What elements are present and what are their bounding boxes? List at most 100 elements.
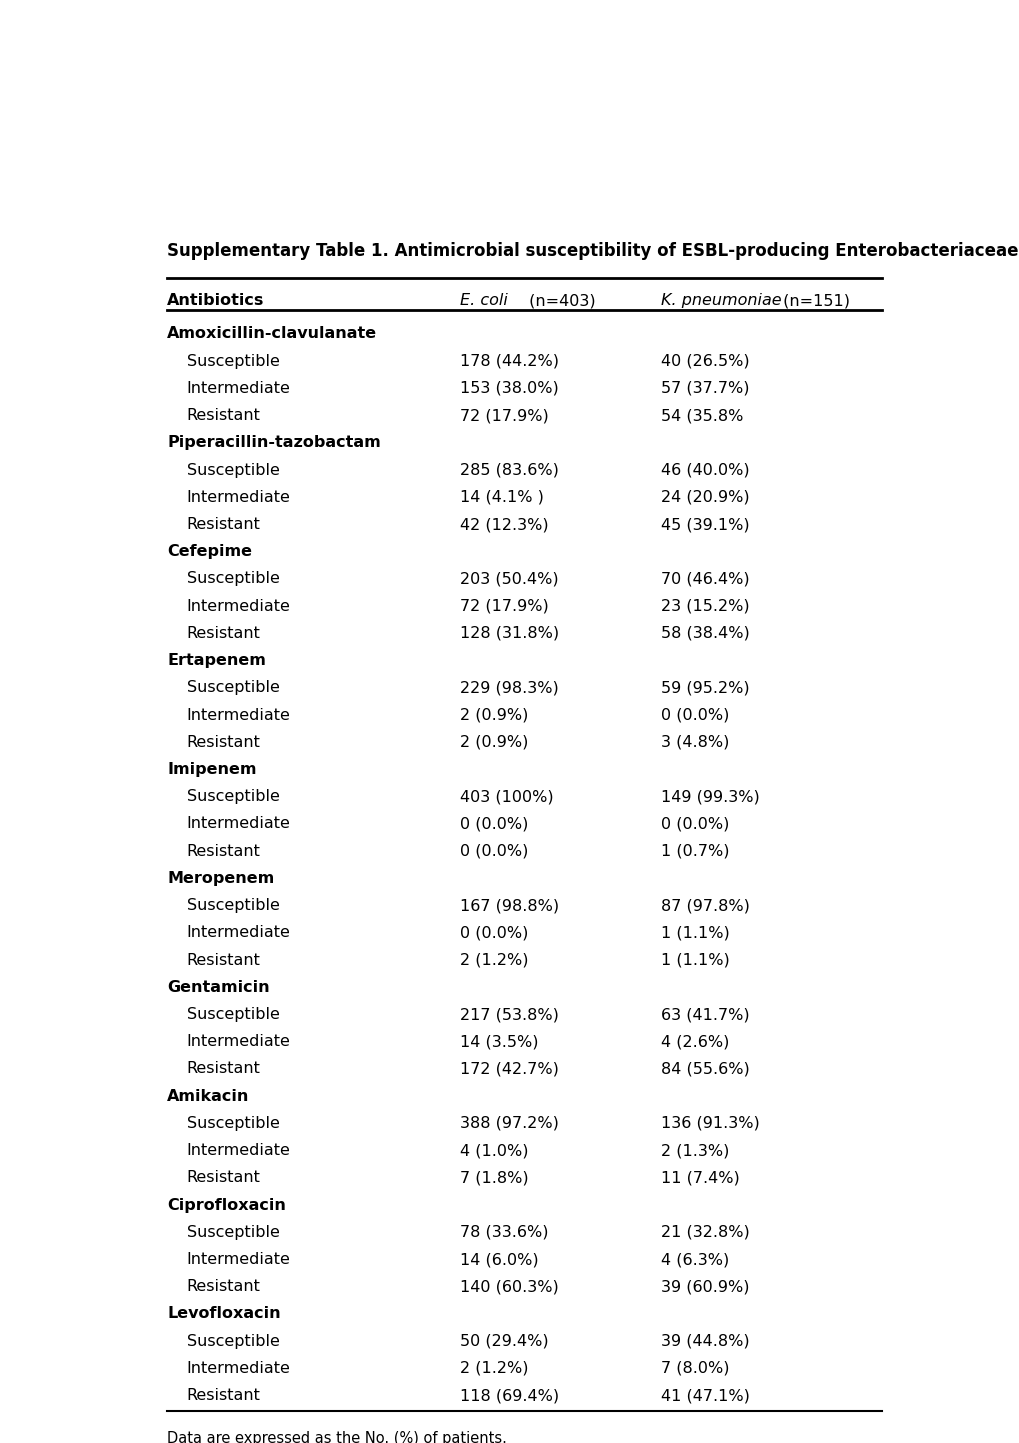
Text: 63 (41.7%): 63 (41.7%) (660, 1007, 749, 1022)
Text: 153 (38.0%): 153 (38.0%) (459, 381, 557, 395)
Text: 0 (0.0%): 0 (0.0%) (459, 844, 528, 859)
Text: 172 (42.7%): 172 (42.7%) (459, 1062, 557, 1076)
Text: Intermediate: Intermediate (186, 489, 290, 505)
Text: Amoxicillin-clavulanate: Amoxicillin-clavulanate (167, 326, 377, 342)
Text: 14 (4.1% ): 14 (4.1% ) (459, 489, 543, 505)
Text: 11 (7.4%): 11 (7.4%) (660, 1170, 739, 1185)
Text: 2 (1.2%): 2 (1.2%) (459, 1361, 528, 1377)
Text: 72 (17.9%): 72 (17.9%) (459, 408, 548, 423)
Text: 7 (1.8%): 7 (1.8%) (459, 1170, 528, 1185)
Text: Intermediate: Intermediate (186, 707, 290, 723)
Text: 136 (91.3%): 136 (91.3%) (660, 1115, 759, 1131)
Text: 7 (8.0%): 7 (8.0%) (660, 1361, 729, 1377)
Text: 58 (38.4%): 58 (38.4%) (660, 626, 749, 641)
Text: 40 (26.5%): 40 (26.5%) (660, 354, 749, 369)
Text: Amikacin: Amikacin (167, 1088, 250, 1104)
Text: Susceptible: Susceptible (186, 1007, 279, 1022)
Text: 2 (1.3%): 2 (1.3%) (660, 1143, 729, 1159)
Text: 403 (100%): 403 (100%) (459, 789, 552, 804)
Text: 23 (15.2%): 23 (15.2%) (660, 599, 749, 613)
Text: Resistant: Resistant (186, 1280, 261, 1294)
Text: 87 (97.8%): 87 (97.8%) (660, 898, 749, 913)
Text: 39 (60.9%): 39 (60.9%) (660, 1280, 749, 1294)
Text: Susceptible: Susceptible (186, 571, 279, 586)
Text: Intermediate: Intermediate (186, 1143, 290, 1159)
Text: Susceptible: Susceptible (186, 681, 279, 696)
Text: Susceptible: Susceptible (186, 463, 279, 478)
Text: 1 (1.1%): 1 (1.1%) (660, 925, 730, 941)
Text: 4 (6.3%): 4 (6.3%) (660, 1253, 729, 1267)
Text: Resistant: Resistant (186, 517, 261, 532)
Text: Intermediate: Intermediate (186, 599, 290, 613)
Text: Levofloxacin: Levofloxacin (167, 1306, 280, 1322)
Text: Intermediate: Intermediate (186, 1361, 290, 1377)
Text: 14 (6.0%): 14 (6.0%) (459, 1253, 538, 1267)
Text: Antibiotics: Antibiotics (167, 293, 264, 309)
Text: 2 (0.9%): 2 (0.9%) (459, 707, 528, 723)
Text: Susceptible: Susceptible (186, 354, 279, 369)
Text: 1 (0.7%): 1 (0.7%) (660, 844, 729, 859)
Text: Ciprofloxacin: Ciprofloxacin (167, 1198, 285, 1212)
Text: 178 (44.2%): 178 (44.2%) (459, 354, 558, 369)
Text: 4 (2.6%): 4 (2.6%) (660, 1035, 729, 1049)
Text: 14 (3.5%): 14 (3.5%) (459, 1035, 537, 1049)
Text: 0 (0.0%): 0 (0.0%) (660, 817, 729, 831)
Text: 45 (39.1%): 45 (39.1%) (660, 517, 749, 532)
Text: 84 (55.6%): 84 (55.6%) (660, 1062, 749, 1076)
Text: 54 (35.8%: 54 (35.8% (660, 408, 743, 423)
Text: Resistant: Resistant (186, 1062, 261, 1076)
Text: Data are expressed as the No. (%) of patients.: Data are expressed as the No. (%) of pat… (167, 1431, 506, 1443)
Text: 149 (99.3%): 149 (99.3%) (660, 789, 759, 804)
Text: 78 (33.6%): 78 (33.6%) (459, 1225, 547, 1240)
Text: Susceptible: Susceptible (186, 1225, 279, 1240)
Text: 0 (0.0%): 0 (0.0%) (459, 925, 528, 941)
Text: 285 (83.6%): 285 (83.6%) (459, 463, 557, 478)
Text: Intermediate: Intermediate (186, 381, 290, 395)
Text: Intermediate: Intermediate (186, 1253, 290, 1267)
Text: 21 (32.8%): 21 (32.8%) (660, 1225, 749, 1240)
Text: Susceptible: Susceptible (186, 789, 279, 804)
Text: Imipenem: Imipenem (167, 762, 256, 776)
Text: 42 (12.3%): 42 (12.3%) (459, 517, 547, 532)
Text: Gentamicin: Gentamicin (167, 980, 269, 994)
Text: 70 (46.4%): 70 (46.4%) (660, 571, 749, 586)
Text: 140 (60.3%): 140 (60.3%) (459, 1280, 557, 1294)
Text: 72 (17.9%): 72 (17.9%) (459, 599, 548, 613)
Text: 39 (44.8%): 39 (44.8%) (660, 1333, 749, 1349)
Text: Ertapenem: Ertapenem (167, 654, 266, 668)
Text: Susceptible: Susceptible (186, 1115, 279, 1131)
Text: 41 (47.1%): 41 (47.1%) (660, 1388, 749, 1403)
Text: 0 (0.0%): 0 (0.0%) (660, 707, 729, 723)
Text: Resistant: Resistant (186, 844, 261, 859)
Text: Resistant: Resistant (186, 1388, 261, 1403)
Text: 217 (53.8%): 217 (53.8%) (459, 1007, 557, 1022)
Text: Susceptible: Susceptible (186, 898, 279, 913)
Text: 0 (0.0%): 0 (0.0%) (459, 817, 528, 831)
Text: Resistant: Resistant (186, 1170, 261, 1185)
Text: Resistant: Resistant (186, 626, 261, 641)
Text: Piperacillin-tazobactam: Piperacillin-tazobactam (167, 436, 380, 450)
Text: 229 (98.3%): 229 (98.3%) (459, 681, 557, 696)
Text: 118 (69.4%): 118 (69.4%) (459, 1388, 558, 1403)
Text: 2 (1.2%): 2 (1.2%) (459, 952, 528, 968)
Text: 24 (20.9%): 24 (20.9%) (660, 489, 749, 505)
Text: 167 (98.8%): 167 (98.8%) (459, 898, 558, 913)
Text: Resistant: Resistant (186, 734, 261, 750)
Text: Intermediate: Intermediate (186, 817, 290, 831)
Text: 3 (4.8%): 3 (4.8%) (660, 734, 729, 750)
Text: K. pneumoniae: K. pneumoniae (660, 293, 781, 309)
Text: (n=151): (n=151) (777, 293, 849, 309)
Text: Resistant: Resistant (186, 952, 261, 968)
Text: 50 (29.4%): 50 (29.4%) (459, 1333, 547, 1349)
Text: Meropenem: Meropenem (167, 872, 274, 886)
Text: 46 (40.0%): 46 (40.0%) (660, 463, 749, 478)
Text: 4 (1.0%): 4 (1.0%) (459, 1143, 528, 1159)
Text: Cefepime: Cefepime (167, 544, 252, 560)
Text: Susceptible: Susceptible (186, 1333, 279, 1349)
Text: Resistant: Resistant (186, 408, 261, 423)
Text: 128 (31.8%): 128 (31.8%) (459, 626, 558, 641)
Text: 2 (0.9%): 2 (0.9%) (459, 734, 528, 750)
Text: 388 (97.2%): 388 (97.2%) (459, 1115, 557, 1131)
Text: 203 (50.4%): 203 (50.4%) (459, 571, 557, 586)
Text: Intermediate: Intermediate (186, 925, 290, 941)
